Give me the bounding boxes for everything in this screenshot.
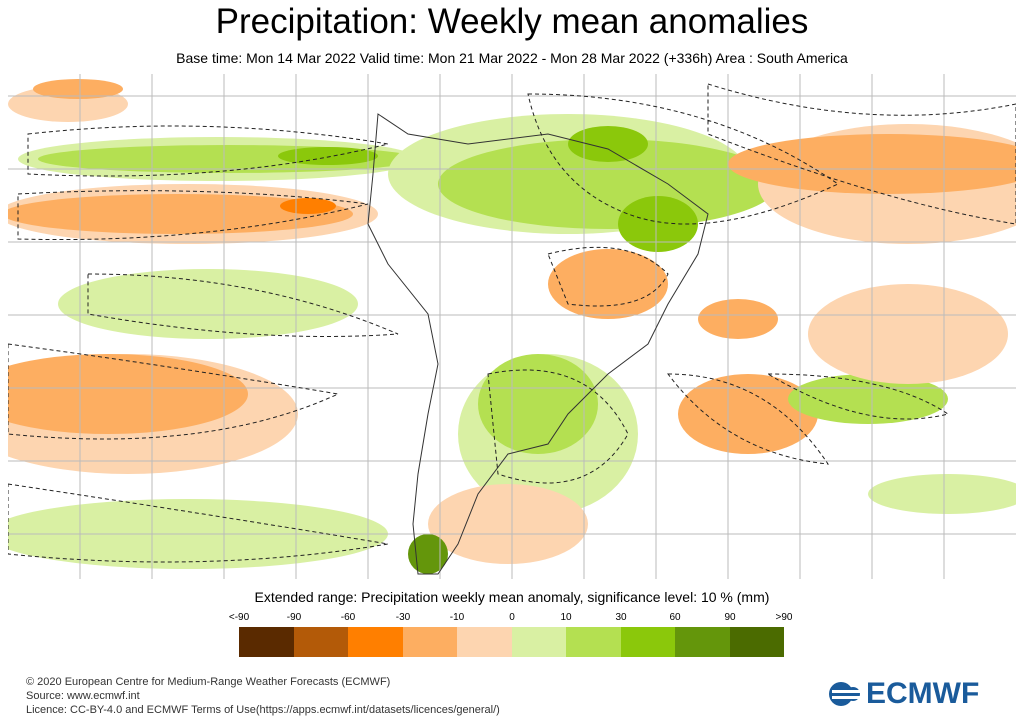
legend-swatch <box>566 627 621 657</box>
legend-swatch <box>511 627 566 657</box>
significance-contours <box>8 83 1016 563</box>
field-pos-mid <box>788 374 948 424</box>
ecmwf-logo-text: ECMWF <box>866 677 980 710</box>
legend-tick: 30 <box>615 612 627 623</box>
anomaly-map <box>8 74 1016 579</box>
legend-swatch <box>293 627 348 657</box>
field-pos-strong <box>618 196 698 252</box>
legend-tick: -60 <box>340 612 356 623</box>
legend-swatch <box>239 627 294 657</box>
legend-swatch <box>729 627 784 657</box>
footer: © 2020 European Centre for Medium-Range … <box>26 675 500 717</box>
field-neg-strong <box>280 198 336 214</box>
field-pos-strong <box>408 534 448 574</box>
legend-swatch <box>620 627 675 657</box>
legend-tick: -30 <box>395 612 411 623</box>
field-neg-mid <box>8 194 353 234</box>
source-text: Source: www.ecmwf.int <box>26 690 140 702</box>
legend-swatch <box>402 627 457 657</box>
legend-colorbar <box>239 627 784 657</box>
copyright-text: © 2020 European Centre for Medium-Range … <box>26 676 391 688</box>
field-neg-light <box>428 484 588 564</box>
legend-swatch <box>675 627 730 657</box>
legend-title: Extended range: Precipitation weekly mea… <box>254 589 770 605</box>
legend-ticks: <-90 -90 -60 -30 -10 0 10 30 60 90 >90 <box>228 612 800 626</box>
graticule <box>8 74 1016 579</box>
field-neg-mid <box>8 354 248 434</box>
chart-title: Precipitation: Weekly mean anomalies <box>215 2 809 41</box>
legend-tick: 60 <box>669 612 681 623</box>
legend-tick: 0 <box>509 612 515 623</box>
field-pos-strong <box>568 126 648 162</box>
licence-text: Licence: CC-BY-4.0 and ECMWF Terms of Us… <box>26 704 500 716</box>
ecmwf-logo-icon <box>829 682 866 706</box>
legend-tick: <-90 <box>228 612 250 623</box>
legend-tick: 90 <box>724 612 736 623</box>
field-pos-mid <box>478 354 598 454</box>
field-neg-mid <box>548 249 668 319</box>
field-pos-strong <box>278 147 378 165</box>
south-america-coastline <box>367 113 709 575</box>
field-pos-light <box>868 474 1016 514</box>
legend-tick: >90 <box>775 612 793 623</box>
field-neg-mid <box>33 79 123 99</box>
field-neg-mid <box>678 374 818 454</box>
field-neg-light <box>808 284 1008 384</box>
legend-swatch <box>457 627 512 657</box>
field-pos-mid <box>438 139 778 229</box>
chart-subtitle: Base time: Mon 14 Mar 2022 Valid time: M… <box>176 50 848 66</box>
legend-tick: -10 <box>449 612 465 623</box>
field-neg-mid <box>698 299 778 339</box>
legend-tick: -90 <box>286 612 302 623</box>
legend-tick: 10 <box>560 612 572 623</box>
legend-swatch <box>348 627 403 657</box>
ecmwf-logo: ECMWF <box>828 677 979 711</box>
